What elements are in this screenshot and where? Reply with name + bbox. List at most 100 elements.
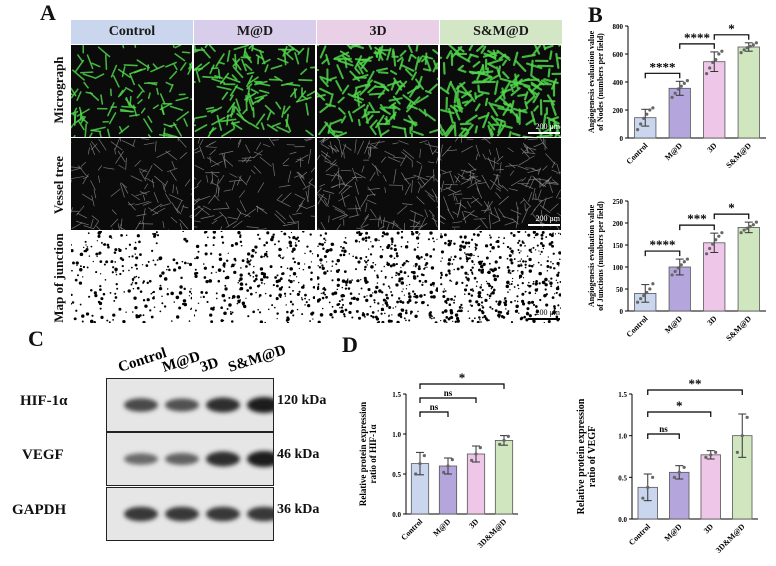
x-tick-label: M@D bbox=[663, 141, 684, 162]
panel-letter-d: D bbox=[342, 332, 358, 357]
data-point bbox=[705, 72, 709, 76]
data-point bbox=[720, 49, 724, 53]
wb-blot-strip bbox=[106, 378, 274, 432]
data-point bbox=[751, 43, 755, 47]
chart-hif: Relative protein expression ratio of HIF-… bbox=[358, 370, 518, 550]
tile-image bbox=[194, 231, 315, 323]
row-label-micrograph: Micrograph bbox=[51, 56, 66, 124]
significance-bracket bbox=[647, 433, 680, 439]
significance-label: ** bbox=[689, 376, 702, 391]
wb-lane-3d: 3D bbox=[198, 355, 221, 376]
x-tick-label: M@D bbox=[663, 314, 684, 335]
data-point bbox=[754, 41, 758, 45]
x-tick-label: 3D bbox=[705, 141, 718, 154]
x-tick-label: 3D bbox=[467, 517, 480, 530]
tile-image bbox=[194, 138, 315, 230]
data-point bbox=[648, 287, 652, 291]
x-tick-label: Control bbox=[625, 141, 651, 167]
data-point bbox=[670, 95, 674, 99]
data-point bbox=[682, 465, 686, 469]
wb-band bbox=[206, 397, 240, 413]
tile-image bbox=[317, 138, 438, 230]
x-tick-label: 3D bbox=[702, 522, 715, 535]
micrograph-tile bbox=[317, 138, 438, 230]
scale-bar-label: 200 μm bbox=[535, 122, 560, 131]
data-point bbox=[636, 128, 640, 132]
data-point bbox=[685, 79, 689, 83]
data-point bbox=[414, 472, 418, 476]
wb-lane-m-d: M@D bbox=[160, 349, 202, 376]
tile-image bbox=[440, 45, 561, 137]
data-point bbox=[642, 294, 646, 298]
wb-kda-vegf: 46 kDa bbox=[277, 447, 320, 462]
wb-band bbox=[124, 453, 158, 465]
data-point bbox=[641, 496, 645, 500]
data-point bbox=[470, 458, 474, 462]
data-point bbox=[711, 242, 715, 246]
scale-bar-junction: 200 μm bbox=[528, 308, 560, 320]
data-point bbox=[682, 260, 686, 264]
y-tick-label: 0.5 bbox=[392, 471, 401, 479]
tile-image bbox=[71, 45, 192, 137]
data-point bbox=[717, 234, 721, 238]
significance-bracket bbox=[647, 411, 712, 417]
wb-band bbox=[247, 451, 273, 467]
data-point bbox=[639, 297, 643, 301]
x-tick-label: 3D bbox=[705, 314, 718, 327]
y-tick-label: 0.0 bbox=[618, 516, 627, 524]
y-tick-label: 0.5 bbox=[618, 474, 627, 482]
significance-label: * bbox=[728, 200, 735, 215]
chart-ylabel: Relative protein expression bbox=[576, 398, 587, 514]
chart-ylabel: ratio of VEGF bbox=[587, 426, 598, 487]
data-point bbox=[714, 58, 718, 62]
x-tick-label: Control bbox=[625, 314, 651, 340]
micrograph-tile bbox=[194, 138, 315, 230]
data-point bbox=[679, 84, 683, 88]
y-tick-label: 800 bbox=[613, 23, 624, 31]
scale-bar-vessel-tree: 200 μm bbox=[528, 214, 560, 226]
wb-blot-svg bbox=[124, 397, 273, 413]
scale-bar-micrograph: 200 μm bbox=[528, 122, 560, 134]
data-point bbox=[639, 122, 643, 126]
data-point bbox=[740, 434, 744, 438]
x-tick-label: 3D&M@D bbox=[714, 522, 747, 555]
data-point bbox=[418, 462, 422, 466]
wb-band bbox=[206, 506, 240, 522]
data-point bbox=[739, 231, 743, 235]
tile-image bbox=[440, 138, 561, 230]
micrograph-tile bbox=[317, 45, 438, 137]
data-point bbox=[714, 238, 718, 242]
data-point bbox=[651, 282, 655, 286]
tile-image bbox=[317, 231, 438, 323]
data-point bbox=[442, 470, 446, 474]
data-point bbox=[704, 455, 708, 459]
data-point bbox=[739, 51, 743, 55]
significance-bracket bbox=[679, 224, 715, 231]
data-point bbox=[651, 106, 655, 110]
wb-band bbox=[247, 506, 273, 522]
wb-lane-s-m-d: S&M@D bbox=[226, 342, 288, 376]
data-point bbox=[705, 252, 709, 256]
tile-image bbox=[194, 45, 315, 137]
wb-band bbox=[165, 453, 199, 465]
column-header-control: Control bbox=[71, 20, 193, 44]
wb-band bbox=[124, 398, 158, 412]
data-point bbox=[754, 220, 758, 224]
tile-image bbox=[71, 231, 192, 323]
column-header-s-m-d: S&M@D bbox=[440, 20, 562, 44]
y-tick-label: 50 bbox=[616, 286, 624, 294]
significance-label: ns bbox=[444, 388, 453, 398]
wb-band bbox=[124, 506, 158, 522]
data-point bbox=[685, 257, 689, 261]
data-point bbox=[422, 454, 426, 458]
y-tick-label: 200 bbox=[613, 107, 624, 115]
data-point bbox=[672, 475, 676, 479]
x-tick-label: Control bbox=[399, 517, 425, 543]
y-tick-label: 1.0 bbox=[392, 431, 401, 439]
data-point bbox=[645, 290, 649, 295]
column-header-m-d: M@D bbox=[194, 20, 316, 44]
data-point bbox=[446, 464, 450, 468]
data-point bbox=[646, 485, 650, 489]
significance-bracket bbox=[644, 72, 681, 79]
chart-nodes: Angiogenesis evaluation value of Nodes (n… bbox=[588, 21, 766, 170]
